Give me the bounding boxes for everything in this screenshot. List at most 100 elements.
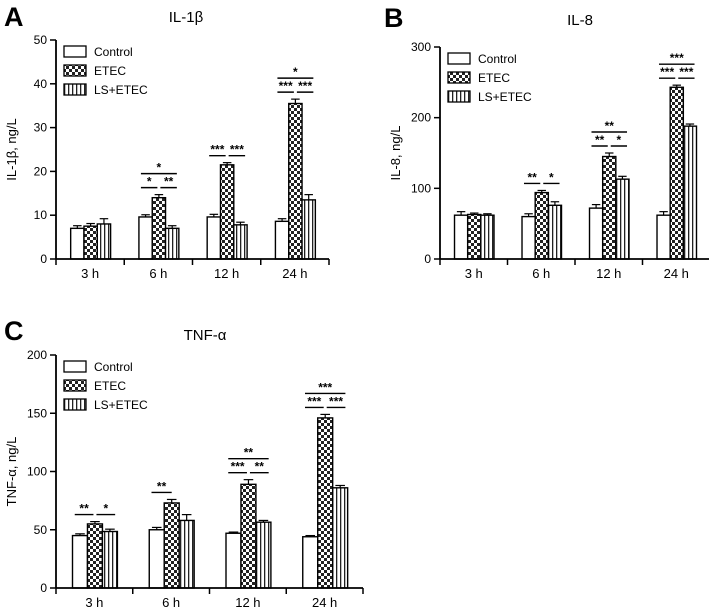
y-tick-label: 0: [40, 581, 47, 595]
legend-label: LS+ETEC: [478, 90, 532, 104]
legend-label: Control: [94, 45, 133, 59]
x-tick-label: 3 h: [81, 266, 99, 281]
significance-label: ***: [307, 394, 321, 408]
bar-ls-etec-6h: [164, 227, 180, 260]
y-tick-label: 300: [411, 40, 431, 54]
legend-label: ETEC: [478, 71, 510, 85]
x-tick-label: 24 h: [664, 266, 689, 281]
x-tick-label: 6 h: [149, 266, 167, 281]
x-tick-label: 24 h: [282, 266, 307, 281]
bar-ls-etec-24h: [682, 125, 698, 260]
bar-control-6h: [521, 215, 536, 260]
x-tick-label: 6 h: [532, 266, 550, 281]
y-tick-label: 0: [424, 252, 431, 266]
x-tick-label: 12 h: [596, 266, 621, 281]
significance-label: ***: [298, 79, 312, 93]
significance-label: ***: [660, 65, 674, 79]
bar-ls-etec-3h: [101, 530, 119, 589]
y-axis-label: TNF-α, ng/L: [4, 437, 19, 507]
legend-label: Control: [478, 52, 517, 66]
x-tick-label: 3 h: [465, 266, 483, 281]
significance-label: *: [157, 161, 162, 175]
legend-swatch: [63, 64, 87, 77]
panel-letter: B: [384, 3, 404, 33]
significance-label: *: [147, 175, 152, 189]
legend-swatch: [447, 90, 471, 103]
bar-ls-etec-6h: [178, 519, 195, 589]
legend-label: ETEC: [94, 379, 126, 393]
y-axis-label: IL-8, ng/L: [388, 126, 403, 181]
bar-control-12h: [206, 216, 222, 260]
legend-label: LS+ETEC: [94, 398, 148, 412]
significance-label: **: [527, 170, 537, 184]
legend-swatch: [447, 71, 471, 84]
legend-swatch: [63, 45, 87, 58]
legend-swatch: [63, 360, 87, 373]
legend-swatch: [63, 379, 87, 392]
bar-ls-etec-12h: [255, 521, 272, 589]
y-tick-label: 200: [27, 348, 47, 362]
bar-control-24h: [302, 536, 319, 589]
significance-label: ***: [279, 79, 293, 93]
legend-swatch: [63, 83, 87, 96]
x-tick-label: 12 h: [235, 595, 260, 610]
x-tick-label: 12 h: [214, 266, 239, 281]
bar-etec-3h: [86, 523, 104, 589]
y-tick-label: 100: [411, 181, 431, 195]
significance-label: **: [605, 119, 615, 133]
legend-swatch: [63, 398, 87, 411]
chart-panel-c: C TNF-α TNF-α, ng/L 0 50 100 150 200 3 h 6 h 12 h 2…: [4, 316, 364, 610]
y-tick-label: 100: [27, 465, 47, 479]
bar-etec-24h: [669, 86, 685, 260]
significance-label: *: [103, 502, 108, 516]
bar-control-3h: [69, 227, 85, 260]
significance-label: ***: [210, 143, 224, 157]
bar-etec-24h: [288, 102, 303, 260]
bar-ls-etec-24h: [331, 487, 349, 589]
significance-label: *: [549, 170, 554, 184]
bar-etec-24h: [317, 417, 334, 589]
bar-ls-etec-3h: [96, 223, 112, 260]
bar-control-24h: [656, 214, 671, 260]
significance-label: *: [293, 65, 298, 79]
bar-control-6h: [138, 216, 153, 260]
significance-label: ***: [230, 143, 244, 157]
legend-label: Control: [94, 360, 133, 374]
y-tick-label: 10: [34, 208, 48, 222]
chart-title: TNF-α: [184, 327, 227, 344]
bar-ls-etec-6h: [547, 204, 563, 260]
significance-label: **: [595, 133, 605, 147]
significance-label: **: [157, 479, 167, 493]
y-tick-label: 200: [411, 111, 431, 125]
significance-label: **: [244, 446, 254, 460]
significance-label: ***: [231, 460, 245, 474]
bar-control-12h: [225, 532, 242, 589]
bar-control-24h: [274, 220, 290, 260]
significance-label: ***: [670, 51, 684, 65]
significance-label: *: [617, 133, 622, 147]
bar-ls-etec-3h: [480, 214, 495, 260]
bar-control-3h: [453, 214, 469, 260]
significance-label: ***: [329, 394, 343, 408]
bar-etec-12h: [601, 155, 617, 260]
bar-etec-12h: [240, 483, 257, 589]
x-tick-label: 24 h: [312, 595, 337, 610]
y-tick-label: 150: [27, 406, 47, 420]
y-tick-label: 50: [34, 33, 48, 47]
bar-etec-3h: [83, 225, 98, 260]
significance-label: **: [164, 175, 174, 189]
chart-title: IL-8: [567, 12, 593, 29]
bar-etec-6h: [163, 502, 180, 589]
bar-control-12h: [588, 207, 604, 260]
legend-label: ETEC: [94, 64, 126, 78]
legend-swatch: [447, 52, 471, 65]
bar-ls-etec-12h: [233, 224, 248, 260]
bar-etec-6h: [151, 196, 167, 260]
chart-title: IL-1β: [169, 9, 204, 26]
y-tick-label: 30: [34, 121, 48, 135]
panel-letter: C: [4, 316, 24, 346]
bar-etec-12h: [219, 164, 235, 260]
bar-etec-6h: [534, 191, 550, 260]
chart-panel-b: B IL-8 IL-8, ng/L 0 100 200 300 3 h 6 h 12 h 24 h C…: [384, 3, 709, 281]
